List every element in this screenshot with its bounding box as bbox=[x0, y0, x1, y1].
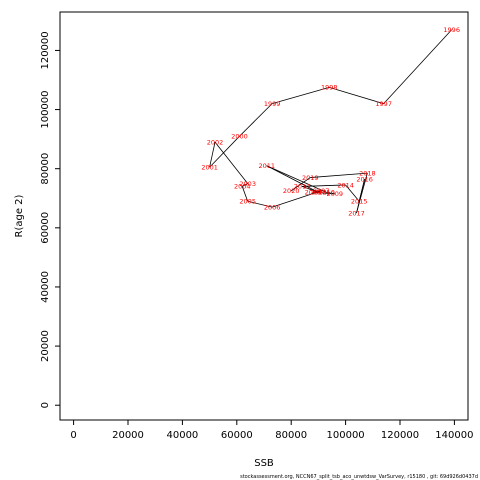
year-label: 1998 bbox=[321, 84, 338, 92]
trajectory-segment bbox=[356, 173, 368, 214]
year-label: 2004 bbox=[234, 183, 251, 191]
year-label: 2008 bbox=[305, 189, 322, 197]
y-axis: 0 20000 40000 60000 80000 100000 120000 bbox=[40, 31, 61, 408]
year-label: 2007 bbox=[313, 187, 330, 195]
y-tick-label: 0 bbox=[40, 402, 51, 408]
x-tick-label: 60000 bbox=[221, 430, 253, 441]
year-label: 2015 bbox=[351, 198, 368, 206]
trajectory-segment bbox=[312, 191, 335, 195]
year-label: 2011 bbox=[258, 162, 275, 170]
trajectory-segment bbox=[345, 184, 360, 202]
trajectory-segment bbox=[242, 183, 248, 187]
trajectory-segment bbox=[241, 186, 249, 202]
year-label: 2013 bbox=[294, 183, 311, 191]
x-tick-label: 80000 bbox=[275, 430, 307, 441]
year-label: 2001 bbox=[201, 164, 218, 172]
year-label: 2018 bbox=[359, 169, 376, 177]
trajectory-segment bbox=[214, 141, 248, 184]
year-label: 2012 bbox=[310, 189, 327, 197]
x-axis: 0 20000 40000 60000 80000 100000 120000 140000 bbox=[70, 419, 473, 441]
trajectory-segment bbox=[209, 142, 216, 168]
y-tick-label: 120000 bbox=[40, 31, 51, 69]
trajectory-segment bbox=[326, 191, 335, 195]
trajectory-segment bbox=[272, 87, 330, 105]
trajectory-segment bbox=[310, 172, 368, 178]
trajectory-lines bbox=[209, 29, 452, 214]
trajectory-segment bbox=[272, 190, 322, 208]
y-tick-label: 60000 bbox=[40, 212, 51, 244]
year-label: 2019 bbox=[302, 174, 319, 182]
trajectory-segment bbox=[302, 184, 346, 187]
year-label: 2020 bbox=[283, 187, 300, 195]
year-label: 2003 bbox=[239, 180, 256, 188]
y-axis-label: R(age 2) bbox=[14, 194, 25, 237]
plot-frame bbox=[59, 11, 469, 421]
x-tick-label: 120000 bbox=[381, 430, 419, 441]
x-tick-label: 100000 bbox=[327, 430, 365, 441]
y-tick-label: 40000 bbox=[40, 271, 51, 303]
x-tick-label: 40000 bbox=[166, 430, 198, 441]
year-label: 2016 bbox=[356, 175, 373, 183]
trajectory-segment bbox=[383, 29, 452, 104]
trajectory-segment bbox=[301, 186, 319, 193]
trajectory-segment bbox=[239, 103, 273, 137]
year-label: 2002 bbox=[207, 138, 224, 146]
y-tick-label: 20000 bbox=[40, 330, 51, 362]
footer-note: stockassessment.org, NCCN67_split_tsb_ac… bbox=[240, 474, 478, 480]
year-label: 2009 bbox=[326, 190, 343, 198]
x-tick-label: 20000 bbox=[112, 430, 144, 441]
trajectory-segment bbox=[290, 177, 311, 192]
year-label: 1996 bbox=[443, 26, 460, 34]
x-axis-label: SSB bbox=[254, 458, 274, 469]
year-label: 2014 bbox=[337, 181, 354, 189]
y-tick-label: 100000 bbox=[40, 90, 51, 128]
x-tick-label: 0 bbox=[70, 430, 76, 441]
year-label: 1999 bbox=[264, 100, 281, 108]
year-label: 2005 bbox=[239, 198, 256, 206]
trajectory-segment bbox=[329, 87, 384, 105]
year-label: 2000 bbox=[231, 132, 248, 140]
year-label: 1997 bbox=[375, 100, 392, 108]
year-label: 2006 bbox=[264, 203, 281, 211]
year-label: 2017 bbox=[348, 209, 365, 217]
trajectory-segment bbox=[266, 165, 327, 193]
x-tick-label: 140000 bbox=[435, 430, 473, 441]
trajectory-segment bbox=[247, 200, 273, 208]
y-tick-label: 80000 bbox=[40, 153, 51, 185]
trajectory-segment bbox=[209, 135, 240, 168]
trajectory-segment bbox=[266, 165, 319, 193]
year-label: 2010 bbox=[318, 189, 335, 197]
